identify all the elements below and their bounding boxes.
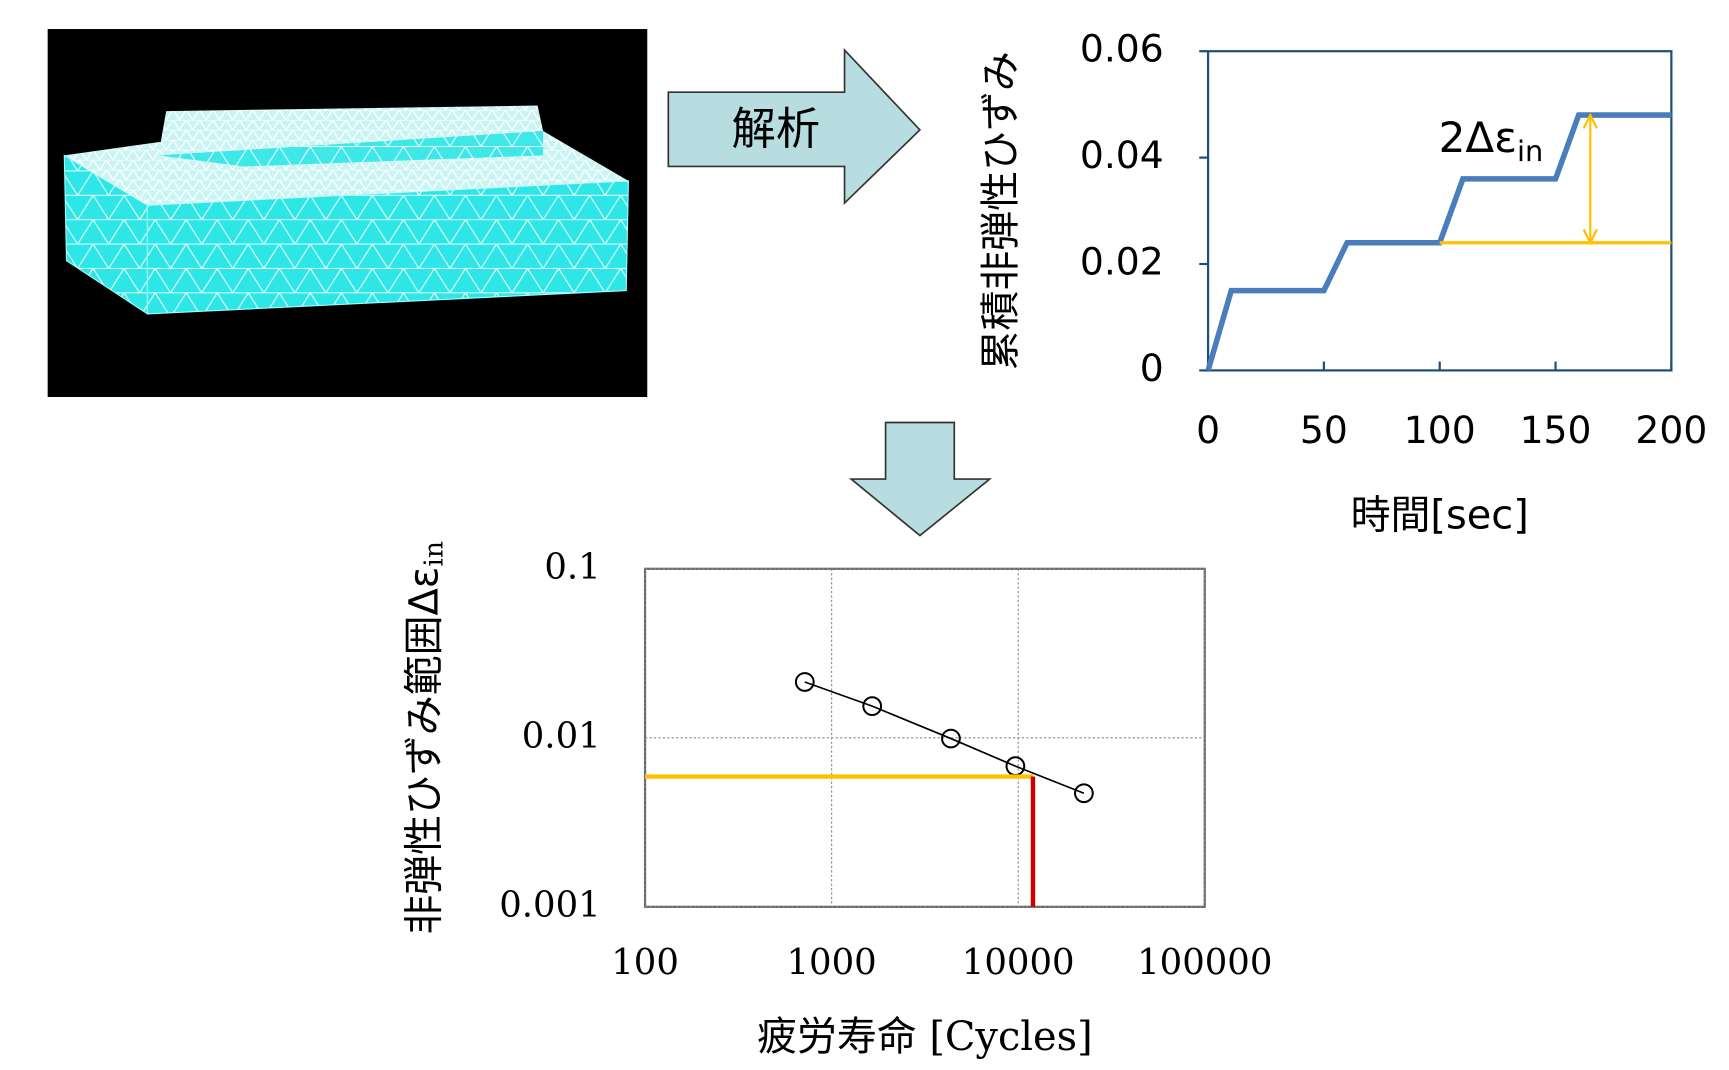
annotation-subscript: in [1517,134,1543,168]
x-tick-label: 150 [1520,408,1592,452]
x-axis-label: 疲労寿命 [Cycles] [757,1014,1093,1060]
chart: 0 0.02 0.04 0.06 0 50 100 150 200 時間[sec] 累積非弾性ひずみ… [978,27,1708,539]
y-axis-label-subscript: in [419,541,450,567]
x-tick-label: 100000 [1137,942,1272,983]
arrow-label: 解析 [731,104,820,155]
y-tick-label: 0.1 [544,546,600,587]
x-axis-label: 時間[sec] [1351,492,1529,538]
y-axis-label: 累積非弾性ひずみ [978,51,1024,370]
x-tick-label: 200 [1635,408,1707,452]
x-tick-label: 100 [1404,408,1476,452]
x-tick-label: 0 [1196,408,1220,452]
flow-arrow-right: 解析 [668,50,920,203]
figure: 解析 0 0.02 0.04 0.06 0 50 100 150 200 時間[sec] 累積非弾性… [0,0,1729,1070]
annotation: 2Δεin [1439,112,1544,168]
y-axis-label: 非弾性ひずみ範囲Δεin [401,541,449,935]
page: 解析 0 0.02 0.04 0.06 0 50 100 150 200 時間[sec] 累積非弾性… [0,0,1729,1070]
y-axis-label-text: 累積非弾性ひずみ [978,51,1024,370]
mesh-image [48,29,648,397]
chart: 0.001 0.01 0.1 100 1000 10000 100000 疲労寿命 [Cycl… [401,541,1272,1060]
annotation-text: 2Δε [1439,112,1517,161]
flow-arrow-down [851,423,990,536]
plot-frame [1208,51,1671,370]
y-tick-label: 0.01 [522,715,601,756]
x-tick-label: 10000 [962,942,1075,983]
y-axis-label-text: 非弾性ひずみ範囲Δε [401,567,447,935]
x-tick-label: 1000 [787,942,877,983]
x-tick-label: 50 [1300,408,1348,452]
x-tick-label: 100 [611,942,679,983]
y-tick-label: 0 [1140,346,1164,390]
y-tick-label: 0.06 [1080,27,1164,71]
y-tick-label: 0.04 [1080,133,1164,177]
y-tick-label: 0.02 [1080,240,1164,284]
y-tick-label: 0.001 [499,884,600,925]
